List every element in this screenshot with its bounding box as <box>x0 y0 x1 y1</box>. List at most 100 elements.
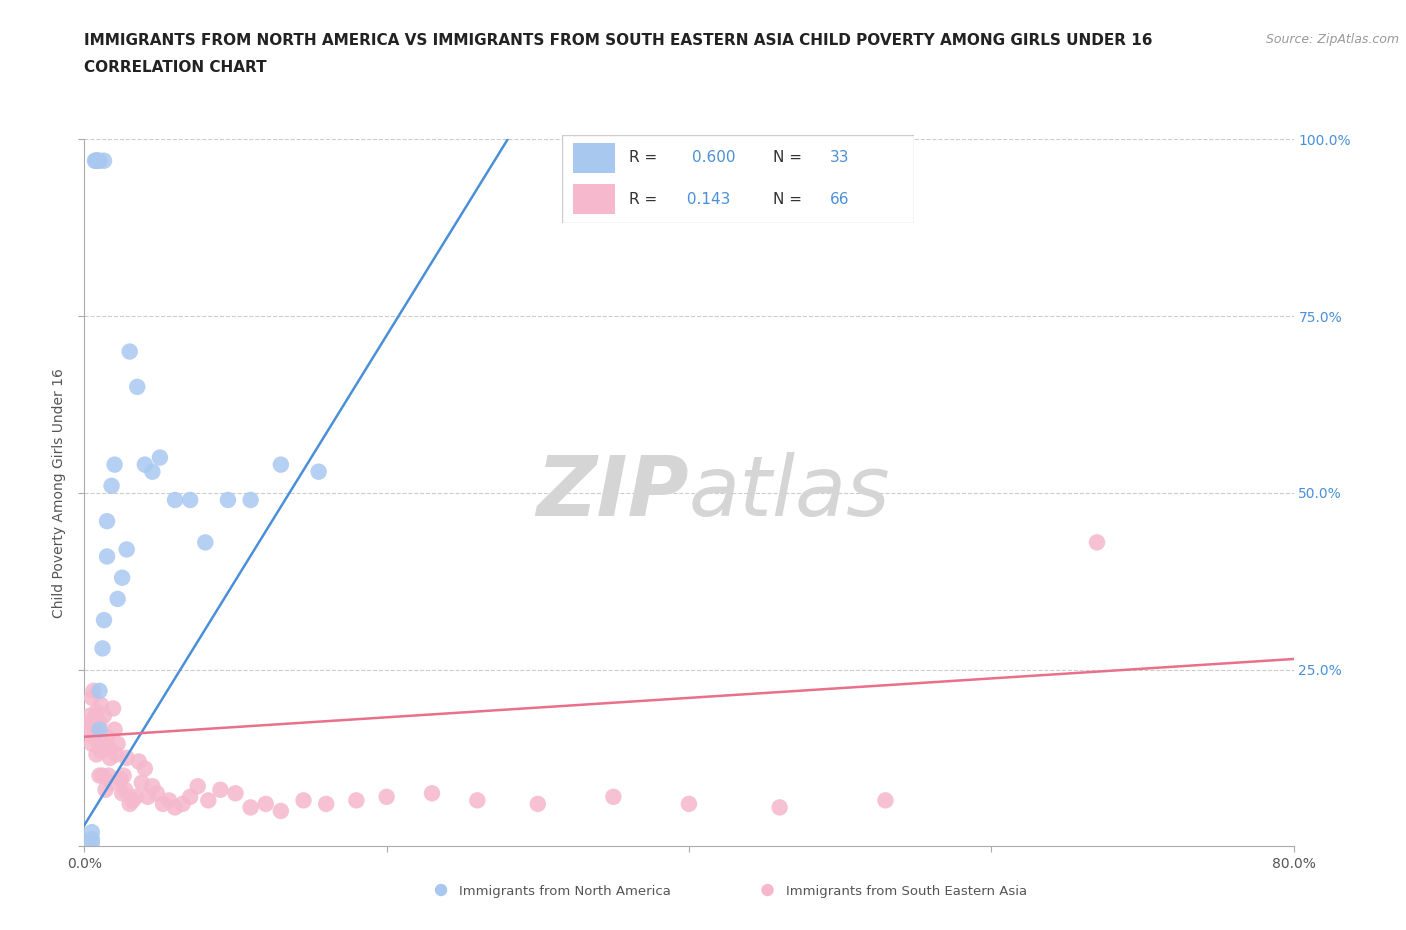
Point <box>141 464 163 479</box>
Point <box>125 790 148 804</box>
Point <box>94 782 117 797</box>
Point <box>292 793 315 808</box>
Point <box>134 761 156 776</box>
Point <box>209 782 232 797</box>
Text: 0.143: 0.143 <box>682 192 730 206</box>
Point <box>79 708 101 723</box>
Point <box>149 450 172 465</box>
Point <box>197 793 219 808</box>
Text: atlas: atlas <box>689 452 890 534</box>
Text: N =: N = <box>773 151 803 166</box>
Point <box>110 772 132 787</box>
Point <box>165 493 187 508</box>
Point <box>82 684 104 698</box>
Point <box>104 458 127 472</box>
Point <box>141 778 163 793</box>
Point <box>678 796 700 811</box>
Point <box>152 796 174 811</box>
Point <box>80 690 103 705</box>
Text: 66: 66 <box>830 192 849 206</box>
Point <box>91 641 114 656</box>
Point <box>91 768 114 783</box>
Point <box>80 825 103 840</box>
Point <box>77 715 100 730</box>
Point <box>86 153 108 168</box>
Point <box>346 793 368 808</box>
Point <box>97 740 120 755</box>
Point <box>100 478 122 493</box>
Point <box>80 831 103 846</box>
Point <box>86 747 108 762</box>
Point <box>96 729 118 744</box>
Point <box>128 754 150 769</box>
Text: 0.600: 0.600 <box>692 151 735 166</box>
Point <box>97 768 120 783</box>
Text: Immigrants from South Eastern Asia: Immigrants from South Eastern Asia <box>786 885 1026 898</box>
Point <box>420 786 443 801</box>
Text: Immigrants from North America: Immigrants from North America <box>460 885 671 898</box>
Point <box>80 737 103 751</box>
Point <box>875 793 897 808</box>
Point <box>96 513 118 528</box>
Point <box>115 751 138 765</box>
Point <box>769 800 792 815</box>
Point <box>93 153 115 168</box>
Point <box>101 701 124 716</box>
Point <box>80 835 103 850</box>
Point <box>136 790 159 804</box>
Point <box>756 883 779 897</box>
Point <box>107 591 129 606</box>
Point <box>157 793 180 808</box>
Text: CORRELATION CHART: CORRELATION CHART <box>84 60 267 75</box>
Point <box>86 705 108 720</box>
Point <box>93 613 115 628</box>
Point <box>76 723 98 737</box>
Point <box>87 733 110 748</box>
Point <box>84 153 107 168</box>
Point <box>308 464 330 479</box>
Point <box>112 768 135 783</box>
Point <box>179 790 201 804</box>
Text: R =: R = <box>630 151 658 166</box>
Point <box>111 786 134 801</box>
Point <box>107 737 129 751</box>
Point <box>96 549 118 564</box>
Point <box>430 883 453 897</box>
Point <box>98 751 121 765</box>
Point <box>90 698 112 712</box>
Point <box>93 708 115 723</box>
Text: Source: ZipAtlas.com: Source: ZipAtlas.com <box>1265 33 1399 46</box>
Point <box>602 790 624 804</box>
Point <box>270 804 292 818</box>
Point <box>239 800 262 815</box>
Point <box>84 723 107 737</box>
Point <box>375 790 398 804</box>
Point <box>104 723 127 737</box>
Text: 33: 33 <box>830 151 849 166</box>
Text: N =: N = <box>773 192 803 206</box>
Point <box>118 796 141 811</box>
Point <box>86 153 108 168</box>
Point <box>115 542 138 557</box>
Point <box>90 743 112 758</box>
Point <box>127 379 149 394</box>
Point <box>254 796 277 811</box>
Point <box>179 493 201 508</box>
Point <box>467 793 489 808</box>
Point <box>217 493 239 508</box>
FancyBboxPatch shape <box>562 135 914 223</box>
Point <box>134 458 156 472</box>
Point <box>194 535 217 550</box>
Point <box>82 729 104 744</box>
Point <box>118 344 141 359</box>
Point <box>105 747 128 762</box>
FancyBboxPatch shape <box>574 184 616 215</box>
Point <box>111 570 134 585</box>
Point <box>225 786 247 801</box>
Point <box>89 768 111 783</box>
Point <box>165 800 187 815</box>
Text: ZIP: ZIP <box>536 452 689 534</box>
Point <box>131 776 153 790</box>
Point <box>172 796 194 811</box>
FancyBboxPatch shape <box>574 143 616 173</box>
